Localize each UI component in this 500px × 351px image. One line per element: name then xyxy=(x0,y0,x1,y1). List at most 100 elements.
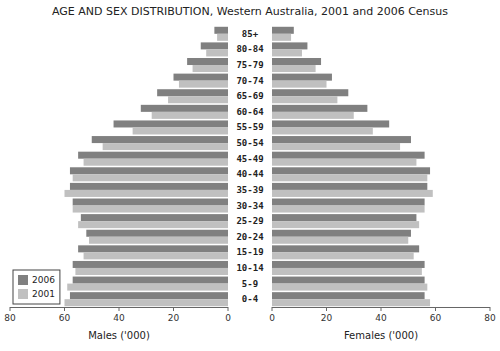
bar xyxy=(272,261,425,268)
chart: AGE AND SEX DISTRIBUTION, Western Austra… xyxy=(0,0,500,351)
bar xyxy=(73,199,228,206)
bar xyxy=(272,292,425,299)
bar xyxy=(272,42,307,49)
tick-label: 40 xyxy=(375,313,387,323)
bar xyxy=(272,143,400,150)
category-label: 35-39 xyxy=(236,185,263,195)
tick-mark xyxy=(326,307,327,311)
tick-label: 0 xyxy=(269,313,275,323)
axis-label: Females ('000) xyxy=(344,330,418,341)
panel: 020406080Males ('000) xyxy=(4,27,231,341)
bar xyxy=(272,96,337,103)
bar xyxy=(65,299,229,306)
bar xyxy=(272,89,348,96)
bar xyxy=(187,58,228,65)
bar xyxy=(89,237,228,244)
legend: 2006 2001 xyxy=(13,270,60,304)
bar xyxy=(201,42,228,49)
bar xyxy=(78,152,228,159)
category-label: 55-59 xyxy=(236,122,263,132)
bar xyxy=(272,221,419,228)
bar xyxy=(272,27,294,34)
category-label: 20-24 xyxy=(236,232,264,242)
bar xyxy=(272,199,425,206)
bar xyxy=(73,206,228,213)
bar xyxy=(168,96,228,103)
tick-label: 0 xyxy=(225,313,231,323)
tick-label: 80 xyxy=(4,313,16,323)
bar xyxy=(214,27,228,34)
tick-mark xyxy=(490,307,491,311)
bar xyxy=(272,252,414,259)
bar xyxy=(193,65,228,72)
tick-mark xyxy=(272,307,273,311)
bar xyxy=(78,245,228,252)
bar xyxy=(92,136,228,143)
bar xyxy=(272,237,408,244)
bar xyxy=(272,299,430,306)
category-label: 70-74 xyxy=(236,76,264,86)
tick-label: 80 xyxy=(484,313,496,323)
bar xyxy=(78,221,228,228)
tick-label: 40 xyxy=(113,313,125,323)
bar xyxy=(272,183,427,190)
category-label: 50-54 xyxy=(236,138,264,148)
bar xyxy=(206,49,228,56)
bar xyxy=(73,261,228,268)
bar xyxy=(174,74,229,81)
tick-mark xyxy=(119,307,120,311)
bar xyxy=(157,89,228,96)
bar xyxy=(217,34,228,41)
bar xyxy=(272,105,367,112)
bar xyxy=(272,190,433,197)
category-label: 15-19 xyxy=(236,247,263,257)
bar xyxy=(272,206,425,213)
tick-mark xyxy=(228,307,229,311)
axis-label: Males ('000) xyxy=(88,330,150,341)
category-label: 65-69 xyxy=(236,91,263,101)
category-label: 75-79 xyxy=(236,60,263,70)
bar xyxy=(272,245,419,252)
bar xyxy=(73,277,228,284)
tick-label: 20 xyxy=(321,313,333,323)
legend-swatch xyxy=(18,289,28,299)
category-label: 85+ xyxy=(242,29,259,39)
bar xyxy=(84,159,228,166)
bar xyxy=(272,230,411,237)
legend-swatch xyxy=(18,275,28,285)
bar xyxy=(272,214,416,221)
bar xyxy=(272,174,427,181)
bar xyxy=(70,183,228,190)
bar xyxy=(133,127,228,134)
legend-label: 2001 xyxy=(32,289,55,299)
x-axis: 020406080Males ('000) xyxy=(4,307,231,341)
category-labels: 0-45-910-1415-1920-2425-2930-3435-3940-4… xyxy=(236,29,264,304)
category-label: 40-44 xyxy=(236,169,264,179)
bar xyxy=(84,252,228,259)
bar xyxy=(272,81,327,88)
legend-box xyxy=(13,270,60,304)
category-label: 45-49 xyxy=(236,154,263,164)
bar xyxy=(179,81,228,88)
category-label: 30-34 xyxy=(236,201,264,211)
panel: 020406080Females ('000) xyxy=(269,27,496,341)
tick-mark xyxy=(10,307,11,311)
bar xyxy=(272,152,425,159)
category-label: 0-4 xyxy=(242,294,259,304)
legend-label: 2006 xyxy=(32,275,55,285)
bars xyxy=(65,27,229,306)
bar xyxy=(272,277,425,284)
title: AGE AND SEX DISTRIBUTION, Western Austra… xyxy=(52,5,448,18)
bar xyxy=(272,65,316,72)
bar xyxy=(272,268,422,275)
bar xyxy=(81,214,228,221)
bar xyxy=(272,112,354,119)
bar xyxy=(152,112,228,119)
bar xyxy=(70,167,228,174)
bar xyxy=(73,174,228,181)
bar xyxy=(272,284,427,291)
category-label: 60-64 xyxy=(236,107,264,117)
tick-mark xyxy=(173,307,174,311)
x-axis: 020406080Females ('000) xyxy=(269,307,496,341)
category-label: 10-14 xyxy=(236,263,264,273)
